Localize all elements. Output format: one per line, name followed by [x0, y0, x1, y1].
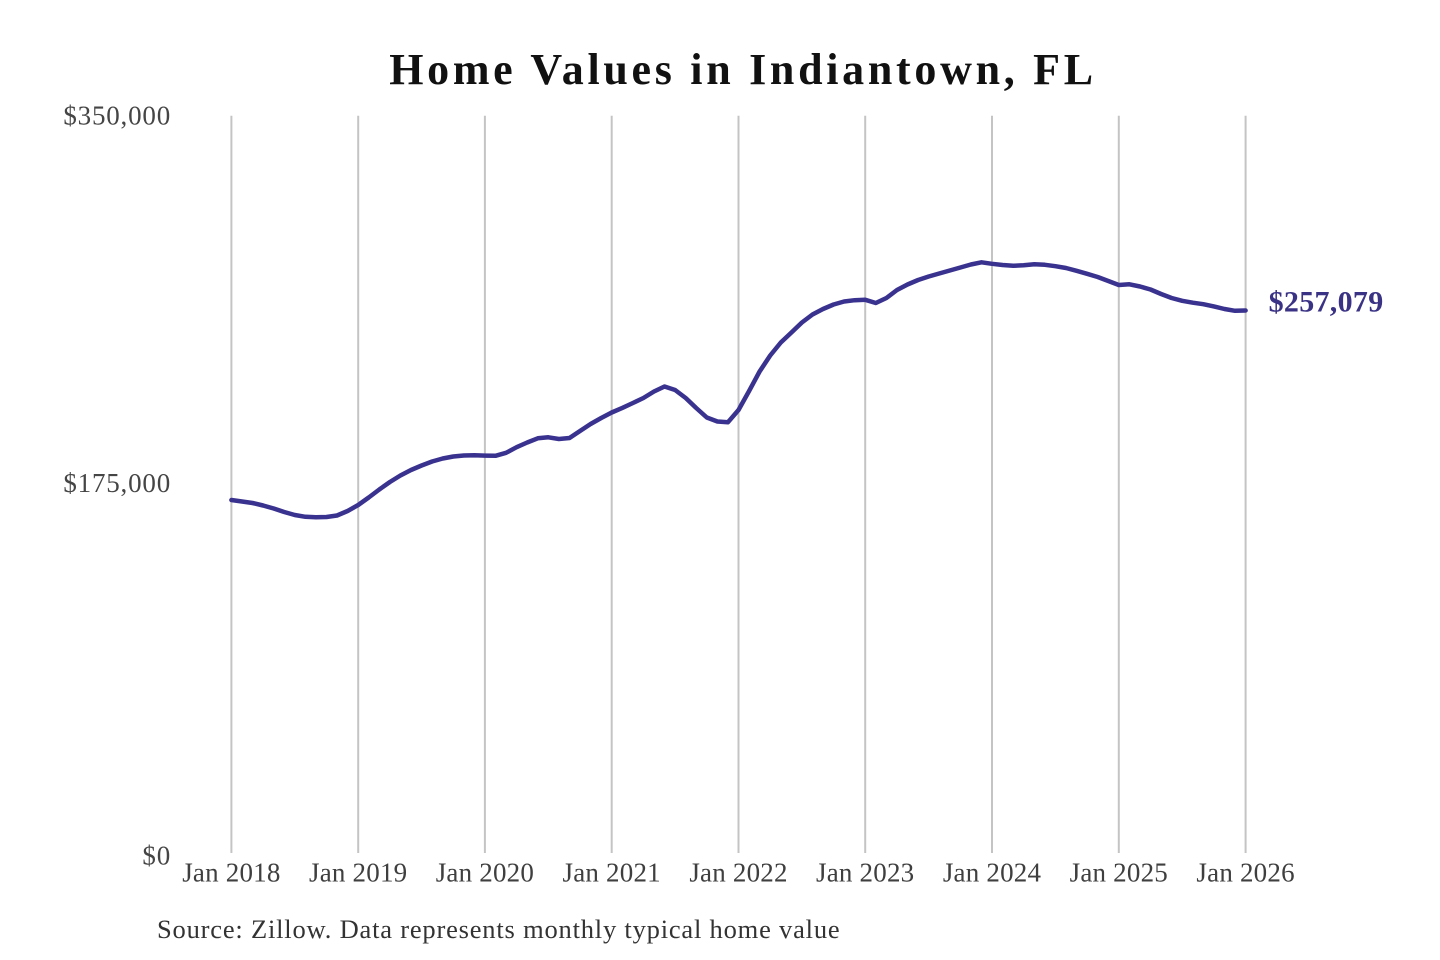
svg-text:$175,000: $175,000: [63, 468, 171, 498]
svg-text:Jan 2024: Jan 2024: [943, 858, 1042, 888]
svg-text:Jan 2026: Jan 2026: [1196, 858, 1294, 888]
svg-text:Jan 2025: Jan 2025: [1070, 858, 1168, 888]
svg-text:Jan 2019: Jan 2019: [309, 858, 407, 888]
svg-text:Home Values in Indiantown, FL: Home Values in Indiantown, FL: [389, 45, 1097, 94]
svg-text:Jan 2021: Jan 2021: [563, 858, 661, 888]
svg-text:Jan 2020: Jan 2020: [436, 858, 534, 888]
svg-text:Source: Zillow. Data represent: Source: Zillow. Data represents monthly …: [157, 914, 840, 944]
svg-text:Jan 2018: Jan 2018: [182, 858, 280, 888]
svg-text:Jan 2023: Jan 2023: [816, 858, 914, 888]
svg-text:$0: $0: [142, 840, 171, 870]
svg-text:$257,079: $257,079: [1269, 285, 1384, 318]
svg-text:$350,000: $350,000: [63, 101, 171, 131]
svg-text:Jan 2022: Jan 2022: [689, 858, 787, 888]
